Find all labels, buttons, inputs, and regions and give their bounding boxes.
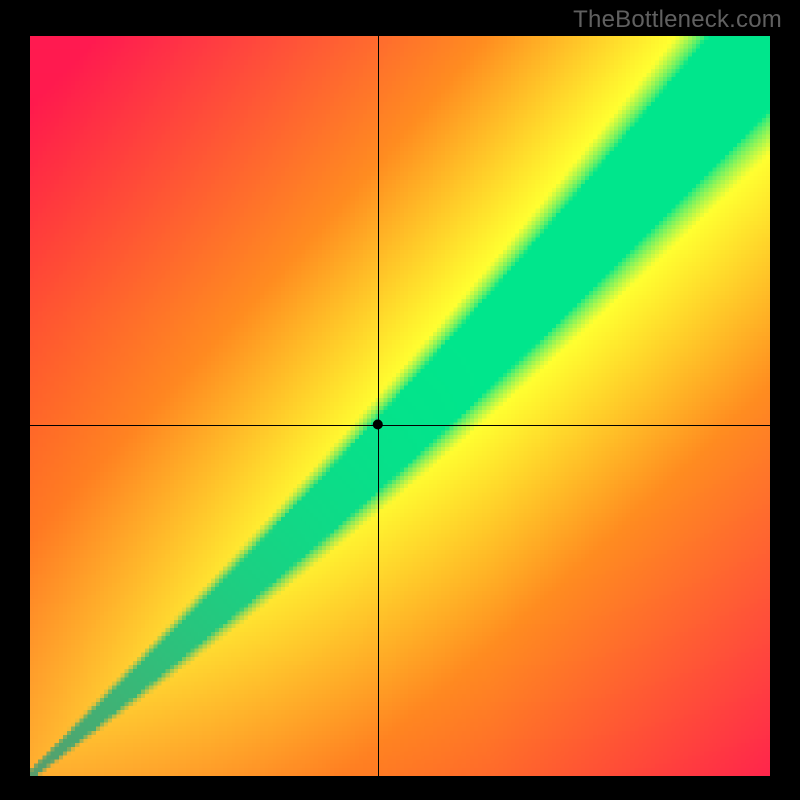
chart-container: { "watermark": "TheBottleneck.com", "cha… <box>0 0 800 800</box>
bottleneck-heatmap <box>30 36 770 776</box>
watermark-text: TheBottleneck.com <box>573 6 782 34</box>
